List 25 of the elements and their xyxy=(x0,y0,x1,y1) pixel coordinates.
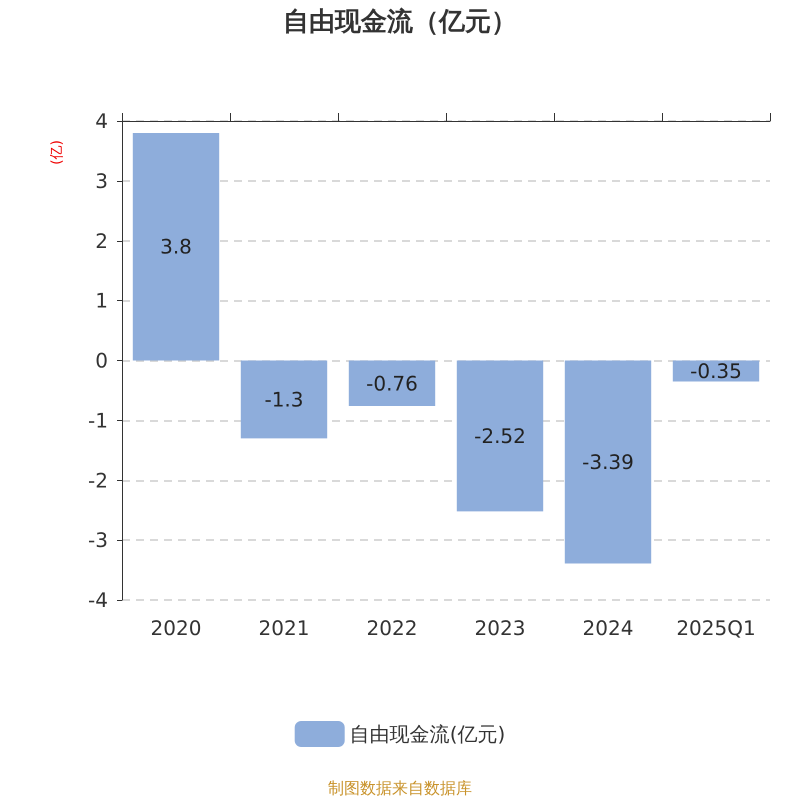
y-tick-label: -4 xyxy=(88,588,108,612)
data-label: -0.76 xyxy=(366,371,418,396)
data-label: -3.39 xyxy=(582,450,634,474)
text: 制图数据来自数据库 xyxy=(328,778,472,798)
y-axis-title: (亿) xyxy=(49,140,65,165)
x-tick-label: 2021 xyxy=(258,616,310,640)
x-tick-label: 2024 xyxy=(582,616,634,640)
x-tick-label: 2025Q1 xyxy=(676,616,756,640)
x-tick-label: 2022 xyxy=(366,616,418,640)
chart-title: 自由现金流（亿元） xyxy=(283,7,517,37)
y-tick-label: 1 xyxy=(95,288,108,313)
y-tick-label: -3 xyxy=(88,528,108,552)
data-label: 3.8 xyxy=(160,234,192,259)
y-tick-label: -1 xyxy=(88,408,108,432)
data-label: -0.35 xyxy=(690,358,742,383)
y-tick-label: 3 xyxy=(95,168,108,193)
y-tick-label: 4 xyxy=(95,109,108,133)
y-tick-label: 0 xyxy=(95,348,108,372)
data-label: -2.52 xyxy=(474,424,526,448)
y-tick-label: -2 xyxy=(88,468,108,492)
y-tick-label: 2 xyxy=(95,228,108,253)
legend-label: 自由现金流(亿元) xyxy=(350,722,506,746)
data-label: -1.3 xyxy=(264,387,304,412)
x-tick-label: 2020 xyxy=(150,616,202,640)
x-tick-label: 2023 xyxy=(474,616,526,640)
